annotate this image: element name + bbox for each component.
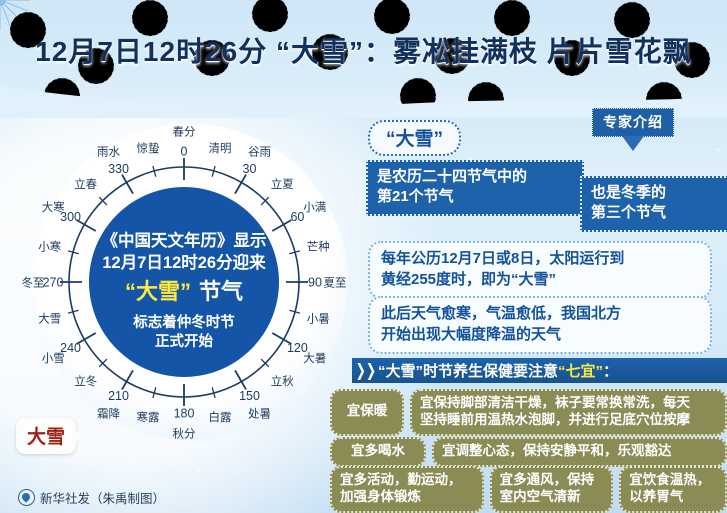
- health-tips-header-highlight: “七宜”: [558, 363, 604, 380]
- tip-mindset: 宜调整心态，保持安静平和，乐观豁达: [432, 437, 727, 467]
- wheel-degree-label: 330: [108, 162, 129, 176]
- wheel-term-label: 夏至: [324, 277, 347, 290]
- wheel-term-label: 立夏: [271, 177, 294, 191]
- fact-box-order: 是农历二十四节气中的 第21个节气: [366, 160, 584, 216]
- wheel-degree-label: 300: [60, 210, 81, 224]
- wheel-tick: [98, 196, 108, 206]
- wheel-tick: [121, 174, 134, 195]
- wheel-tick: [211, 387, 216, 399]
- tip-feet-care: 宜保持脚部清洁干燥，袜子要常换常洗，每天 坚持睡前用温热水泡脚，并进行足底穴位按…: [410, 389, 727, 436]
- health-tips-header: ❯❯ “大雪”时节养生保健要注意“七宜”：: [352, 358, 727, 383]
- wheel-degree-label: 30: [243, 162, 257, 176]
- wheel-term-label: 芒种: [307, 240, 330, 254]
- wheel-tick: [76, 219, 97, 232]
- daxue-pointer-badge: 大雪: [16, 418, 85, 454]
- wheel-degree-label: 210: [108, 389, 129, 403]
- wheel-term-label: 秋分: [173, 427, 196, 441]
- wheel-term-label: 寒露: [137, 410, 160, 424]
- svg-text:“大雪”节气: “大雪” 节气: [125, 279, 243, 304]
- wheel-term-label: 立春: [74, 177, 97, 191]
- wheel-degree-label: 120: [287, 341, 308, 355]
- wheel-term-label: 白露: [209, 410, 232, 424]
- svg-text:《中国天文年历》显示: 《中国天文年历》显示: [102, 230, 267, 250]
- wheel-term-label: 大暑: [303, 351, 326, 365]
- tip-warm: 宜保暖: [330, 389, 404, 436]
- health-tips-header-prefix: “大雪”时节养生保健要注意: [378, 363, 559, 380]
- wheel-degree-label: 60: [290, 210, 304, 224]
- wheel-term-label: 小暑: [307, 313, 330, 326]
- wheel-term-label: 雨水: [97, 146, 120, 159]
- fact-box-date: 每年公历12月7日或8日，太阳运行到 黄经255度时，即为“大雪”: [368, 241, 712, 300]
- wheel-term-label: 霜降: [97, 406, 120, 420]
- wheel-term-label: 大寒: [42, 200, 65, 214]
- wheel-term-label: 冬至: [22, 276, 45, 290]
- wheel-tick: [289, 309, 301, 314]
- daxue-chip: “大雪”: [368, 120, 462, 156]
- tip-warm-food: 宜饮食温热， 以养胃气: [619, 466, 727, 513]
- wheel-tick: [98, 358, 108, 368]
- wheel-tick: [260, 358, 270, 368]
- wheel-tick: [67, 309, 79, 314]
- tip-ventilation: 宜多通风，保持 室内空气清新: [489, 466, 614, 513]
- double-chevron-right-icon: ❯❯: [355, 361, 377, 380]
- health-tips-header-suffix: ：: [603, 363, 619, 380]
- wheel-tick: [67, 250, 79, 255]
- wheel-tick: [260, 196, 270, 206]
- wheel-term-label: 清明: [209, 142, 232, 155]
- expert-intro-badge-label: 专家介绍: [603, 114, 663, 130]
- wheel-term-label: 惊蛰: [137, 141, 160, 155]
- wheel-tick: [152, 387, 157, 399]
- wheel-disc: [89, 187, 279, 377]
- tips-row-2: 宜多喝水 宜调整心态，保持安静平和，乐观豁达: [330, 437, 727, 467]
- wheel-tick: [271, 219, 292, 232]
- wheel-term-label: 春分: [173, 126, 196, 139]
- wheel-term-label: 处暑: [248, 407, 271, 420]
- wheel-tick: [271, 332, 292, 345]
- wheel-term-label: 小雪: [42, 352, 65, 365]
- credit-line: 新华社发（朱禹制图）: [18, 488, 165, 507]
- svg-text:正式开始: 正式开始: [155, 332, 213, 350]
- tips-row-3: 宜多活动，勤运动， 加强身体锻炼 宜多通风，保持 室内空气清新 宜饮食温热， 以…: [330, 466, 727, 513]
- wheel-tick: [289, 250, 301, 255]
- wheel-degree-label: 150: [239, 389, 260, 403]
- tips-row-1: 宜保暖 宜保持脚部清洁干燥，袜子要常换常洗，每天 坚持睡前用温热水泡脚，并进行足…: [330, 389, 727, 436]
- xinhua-logo-icon: [18, 489, 35, 506]
- wheel-degree-label: 0: [181, 145, 188, 159]
- wheel-degree-label: 90: [308, 276, 322, 290]
- wheel-term-label: 大雪: [38, 312, 61, 326]
- wheel-degree-label: 270: [43, 276, 64, 290]
- fact-box-weather: 此后天气愈寒，气温愈低，我国北方 开始出现大幅度降温的天气: [368, 296, 712, 355]
- tip-exercise: 宜多活动，勤运动， 加强身体锻炼: [330, 466, 484, 513]
- wheel-center-text: 《中国天文年历》显示 12月7日12时26分迎来 “大雪” 节气 标志着仲冬时节 …: [102, 230, 267, 350]
- wheel-degree-label: 240: [60, 341, 81, 355]
- wheel-degree-labels: 0 30 60 90 120 150 180 210 240 270 300 330: [43, 145, 322, 421]
- wheel-term-label: 小寒: [38, 240, 61, 254]
- wheel-degree-label: 180: [174, 407, 195, 421]
- wheel-term-label: 谷雨: [248, 146, 271, 159]
- svg-text:12月7日12时26分迎来: 12月7日12时26分迎来: [102, 252, 266, 272]
- wheel-tick: [121, 369, 134, 390]
- wheel-tick: [152, 165, 157, 177]
- credit-text: 新华社发（朱禹制图）: [40, 492, 166, 506]
- wheel-ticks: [60, 158, 308, 406]
- wheel-tick: [234, 369, 247, 390]
- wheel-tick: [234, 174, 247, 195]
- wheel-term-label: 小满: [303, 201, 326, 214]
- caret-down-icon: [622, 136, 644, 151]
- wheel-tick: [211, 165, 216, 177]
- solar-terms-wheel: 春分 清明 谷雨 立夏 小满 芒种 夏至 小暑 大暑 立秋 处暑 白露 秋分 寒露 霜降 立冬 小雪 大雪 冬至 小寒…: [8, 118, 360, 474]
- expert-intro-badge: 专家介绍: [592, 108, 674, 151]
- page-title: 12月7日12时26分 “大雪”：雾凇挂满枝 片片雪花飘: [35, 36, 692, 67]
- tip-drink-water: 宜多喝水: [330, 437, 426, 467]
- fact-box-winter: 也是冬季的 第三个节气: [580, 176, 727, 232]
- wheel-term-label: 立秋: [271, 374, 294, 388]
- snowflake-band: [0, 0, 727, 118]
- svg-text:标志着仲冬时节: 标志着仲冬时节: [132, 313, 235, 331]
- wheel-term-label: 立冬: [74, 374, 97, 388]
- snowflake-pattern-icon: [0, 0, 727, 118]
- wheel-tick: [76, 332, 97, 345]
